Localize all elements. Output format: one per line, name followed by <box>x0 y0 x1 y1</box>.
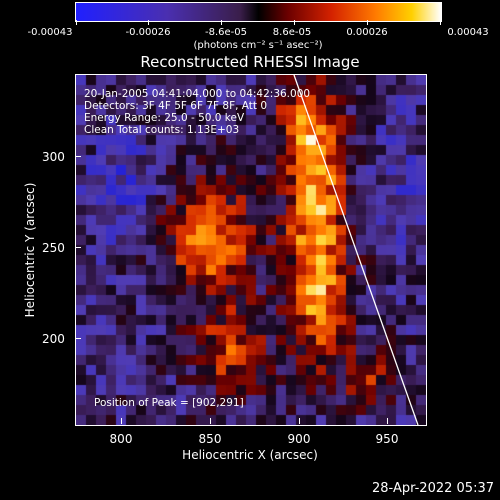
colorbar-tick-label: -0.00026 <box>125 27 171 38</box>
info-clean: Clean Total counts: 1.13E+03 <box>84 124 240 136</box>
colorbar-tick <box>148 20 149 25</box>
x-tick <box>387 418 388 424</box>
y-tick-label: 300 <box>42 150 65 164</box>
x-tick <box>299 418 300 424</box>
y-tick <box>75 156 81 157</box>
colorbar-tick <box>76 20 77 25</box>
x-tick-label: 950 <box>375 432 399 446</box>
y-tick-label: 200 <box>42 332 65 346</box>
info-time: 20-Jan-2005 04:41:04.000 to 04:42:36.000 <box>84 88 311 100</box>
info-energy: Energy Range: 25.0 - 50.0 keV <box>84 112 245 124</box>
colorbar-tick <box>294 20 295 25</box>
colorbar-tick-label: -8.6e-05 <box>205 27 247 38</box>
x-tick-label: 850 <box>198 432 222 446</box>
x-tick-label: 900 <box>287 432 311 446</box>
colorbar-tick-label: 8.6e-05 <box>272 27 312 38</box>
colorbar-tick <box>221 20 222 25</box>
x-tick <box>210 418 211 424</box>
colorbar-tick-label: 0.00026 <box>346 27 388 38</box>
rhessi-image <box>75 74 427 426</box>
colorbar-tick-label: 0.00043 <box>447 27 489 38</box>
plot-title: Reconstructed RHESSI Image <box>140 53 360 71</box>
colorbar <box>75 2 442 22</box>
y-tick-label: 250 <box>42 241 65 255</box>
info-detectors: Detectors: 3F 4F 5F 6F 7F 8F, Att 0 <box>84 100 268 112</box>
y-tick <box>75 338 81 339</box>
x-axis-title: Heliocentric X (arcsec) <box>182 448 318 462</box>
colorbar-tick-label: -0.00043 <box>27 27 73 38</box>
x-tick <box>121 418 122 424</box>
x-tick-label: 800 <box>109 432 133 446</box>
limb-overlay <box>293 75 419 425</box>
heatmap-canvas <box>76 75 426 425</box>
peak-position: Position of Peak = [902,291] <box>94 397 244 409</box>
timestamp: 28-Apr-2022 05:37 <box>372 481 494 496</box>
colorbar-tick <box>367 20 368 25</box>
y-tick <box>75 247 81 248</box>
colorbar-units: (photons cm⁻² s⁻¹ asec⁻²) <box>193 40 323 51</box>
solar-limb-line <box>293 75 419 425</box>
y-axis-title: Heliocentric Y (arcsec) <box>23 182 37 318</box>
colorbar-tick <box>440 20 441 25</box>
